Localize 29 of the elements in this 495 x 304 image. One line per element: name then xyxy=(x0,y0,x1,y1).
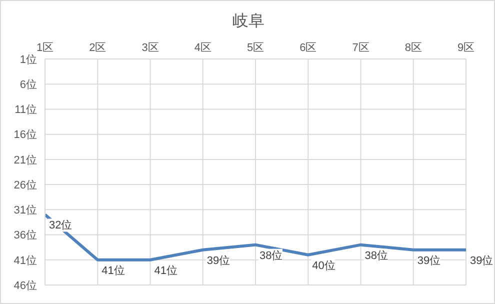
y-tick-label: 41位 xyxy=(14,254,37,267)
data-label: 39位 xyxy=(206,254,230,267)
x-tick-label: 9区 xyxy=(457,42,475,54)
y-tick-label: 11位 xyxy=(14,104,37,116)
chart-title: 岐阜 xyxy=(232,12,266,32)
y-tick-label: 6位 xyxy=(20,79,37,92)
data-label: 40位 xyxy=(312,260,336,272)
x-tick-label: 5区 xyxy=(246,42,264,54)
y-tick-label: 16位 xyxy=(14,129,37,142)
data-label: 41位 xyxy=(154,264,178,277)
data-label: 38位 xyxy=(260,250,283,262)
x-tick-label: 3区 xyxy=(142,42,159,54)
x-tick-label: 1区 xyxy=(36,42,54,54)
x-tick-label: 6区 xyxy=(300,42,317,54)
data-label: 39位 xyxy=(417,254,441,267)
x-tick-label: 2区 xyxy=(89,42,106,54)
data-label: 38位 xyxy=(364,250,388,262)
x-tick-label: 8区 xyxy=(404,42,422,54)
data-label: 39位 xyxy=(470,254,494,267)
data-label: 32位 xyxy=(49,220,72,232)
y-tick-label: 31位 xyxy=(14,204,37,217)
y-tick-label: 26位 xyxy=(14,179,37,192)
data-label: 41位 xyxy=(102,264,125,277)
y-tick-label: 46位 xyxy=(14,280,37,292)
y-tick-label: 21位 xyxy=(14,154,37,166)
y-tick-label: 1位 xyxy=(20,54,37,66)
x-tick-label: 4区 xyxy=(194,42,212,54)
y-tick-label: 36位 xyxy=(14,230,37,242)
x-tick-label: 7区 xyxy=(352,42,370,54)
